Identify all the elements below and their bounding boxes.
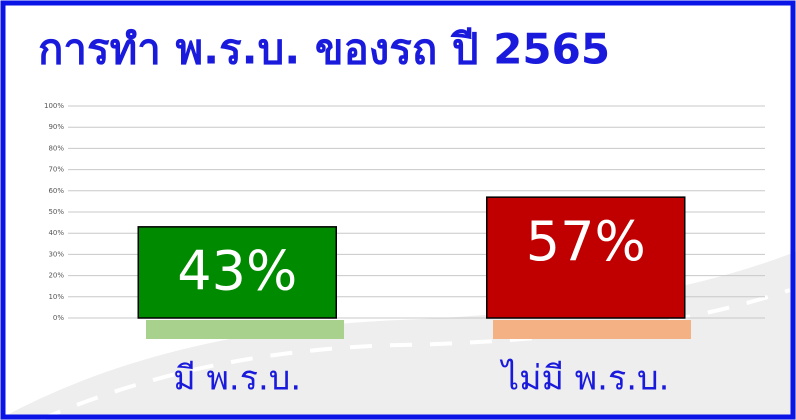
- y-tick-label: 70%: [48, 166, 64, 174]
- y-tick-label: 50%: [48, 208, 64, 216]
- y-tick-label: 10%: [48, 293, 64, 301]
- y-tick-label: 20%: [48, 272, 64, 280]
- y-tick-label: 60%: [48, 187, 64, 195]
- y-tick-label: 100%: [44, 102, 64, 110]
- data-label: 57%: [526, 210, 646, 273]
- chart: การทำ พ.ร.บ. ของรถ ปี 2565 0% 10% 20% 30% 40…: [0, 0, 796, 420]
- y-tick-label: 30%: [48, 250, 64, 258]
- x-tick-label: มี พ.ร.บ.: [173, 359, 301, 399]
- y-tick-label: 90%: [48, 123, 64, 131]
- y-tick-label: 40%: [48, 229, 64, 237]
- y-tick-label: 0%: [53, 314, 64, 322]
- category-strip: [146, 320, 344, 339]
- y-tick-label: 80%: [48, 144, 64, 152]
- category-strip: [493, 320, 691, 339]
- chart-title: การทำ พ.ร.บ. ของรถ ปี 2565: [38, 25, 610, 74]
- data-label: 43%: [177, 239, 297, 302]
- x-tick-label: ไม่มี พ.ร.บ.: [499, 359, 669, 399]
